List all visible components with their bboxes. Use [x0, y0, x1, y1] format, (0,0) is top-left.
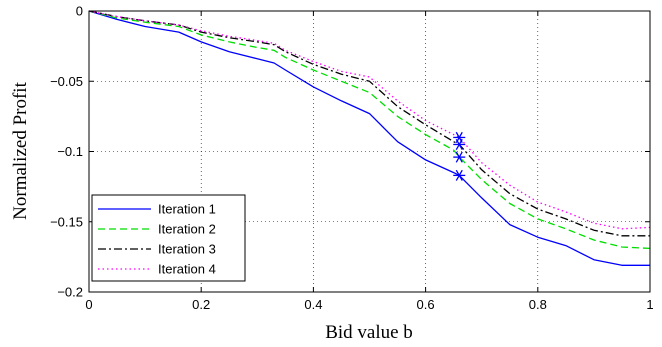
x-tick-label: 0.2: [192, 297, 210, 312]
series-layer: [88, 10, 651, 266]
y-tick-label: −0.2: [57, 285, 83, 300]
y-tick-labels: 0 −0.05 −0.1 −0.15 −0.2: [50, 4, 83, 300]
legend-label-iteration-3: Iteration 3: [158, 242, 216, 257]
x-tick-label: 0.6: [417, 297, 435, 312]
legend-label-iteration-4: Iteration 4: [158, 262, 216, 277]
asterisk-marker: [453, 169, 466, 181]
asterisk-marker: [453, 138, 466, 150]
y-axis-label: Normalized Profit: [10, 81, 31, 219]
series-line-iteration-3: [88, 10, 650, 237]
y-tick-label: −0.1: [57, 144, 83, 159]
legend: Iteration 1 Iteration 2 Iteration 3 Iterati…: [91, 194, 246, 282]
legend-label-iteration-2: Iteration 2: [158, 222, 216, 237]
series-line-iteration-1: [88, 10, 650, 266]
y-tick-label: −0.15: [50, 214, 83, 229]
x-tick-label: 1: [646, 297, 653, 312]
y-tick-label: 0: [76, 4, 83, 19]
x-tick-label: 0: [85, 297, 92, 312]
x-axis-label: Bid value b: [325, 322, 413, 343]
legend-label-iteration-1: Iteration 1: [158, 202, 216, 217]
asterisk-marker: [453, 151, 466, 163]
y-tick-label: −0.05: [50, 74, 83, 89]
x-tick-labels: 0 0.2 0.4 0.6 0.8 1: [85, 297, 653, 312]
marker-layer: [453, 131, 466, 181]
x-tick-label: 0.8: [529, 297, 547, 312]
x-tick-label: 0.4: [304, 297, 322, 312]
